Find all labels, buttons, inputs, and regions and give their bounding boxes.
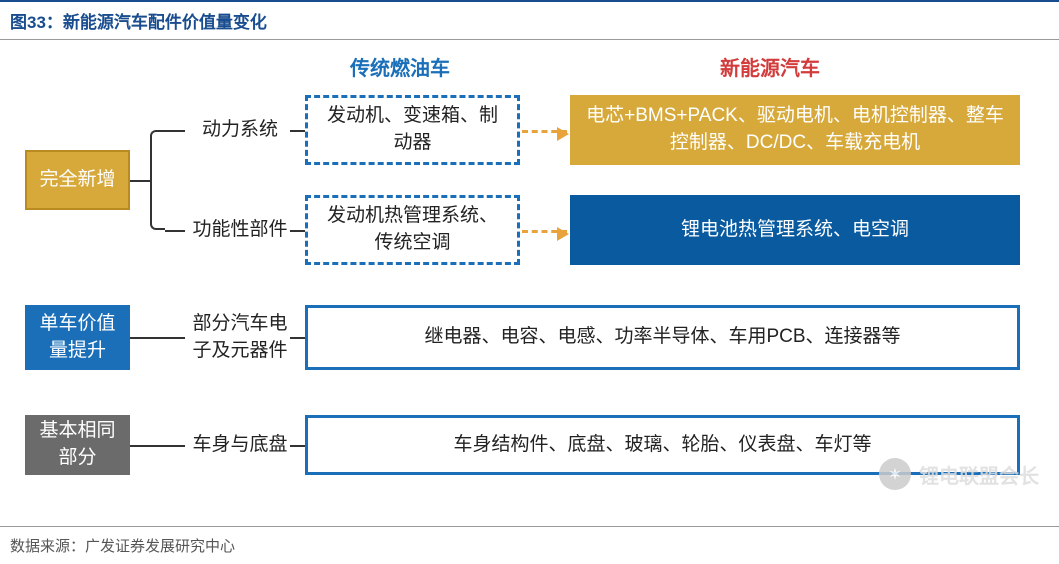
header-traditional: 传统燃油车 <box>350 52 450 81</box>
arrow: .arrow[style*='top:90px']::after{border-… <box>522 130 567 133</box>
watermark: ✶ 锂电联盟会长 <box>879 458 1039 490</box>
sub-body-chassis: 车身与底盘 <box>185 410 295 480</box>
data-source: 数据来源：广发证券发展研究中心 <box>0 526 1059 564</box>
sub-power-system: 动力系统 <box>185 95 295 165</box>
nev-power: 电芯+BMS+PACK、驱动电机、电机控制器、整车控制器、DC/DC、车载充电机 <box>570 95 1020 165</box>
header-nev: 新能源汽车 <box>720 52 820 81</box>
connector <box>130 180 150 182</box>
nev-functional: 锂电池热管理系统、电空调 <box>570 195 1020 265</box>
category-value-up: 单车价值量提升 <box>25 305 130 370</box>
connector <box>290 130 305 132</box>
connector <box>290 445 305 447</box>
connector <box>290 337 305 339</box>
category-new: 完全新增 <box>25 150 130 210</box>
figure-title: 图33：新能源汽车配件价值量变化 <box>0 0 1059 40</box>
watermark-text: 锂电联盟会长 <box>919 460 1039 489</box>
bracket <box>150 130 165 230</box>
connector <box>130 337 185 339</box>
category-same: 基本相同部分 <box>25 415 130 475</box>
connector <box>165 130 185 132</box>
connector <box>290 230 305 232</box>
traditional-functional: 发动机热管理系统、传统空调 <box>305 195 520 265</box>
connector <box>130 445 185 447</box>
wechat-icon: ✶ <box>879 458 911 490</box>
electronics-list: 继电器、电容、电感、功率半导体、车用PCB、连接器等 <box>305 305 1020 370</box>
diagram-area: 传统燃油车 新能源汽车 完全新增 动力系统 发动机、变速箱、制动器 .arrow… <box>0 40 1059 520</box>
traditional-power: 发动机、变速箱、制动器 <box>305 95 520 165</box>
connector <box>165 230 185 232</box>
arrow: .arrow[style*='top:190px']::after{border… <box>522 230 567 233</box>
sub-functional: 功能性部件 <box>185 195 295 265</box>
sub-electronics: 部分汽车电子及元器件 <box>185 295 295 380</box>
